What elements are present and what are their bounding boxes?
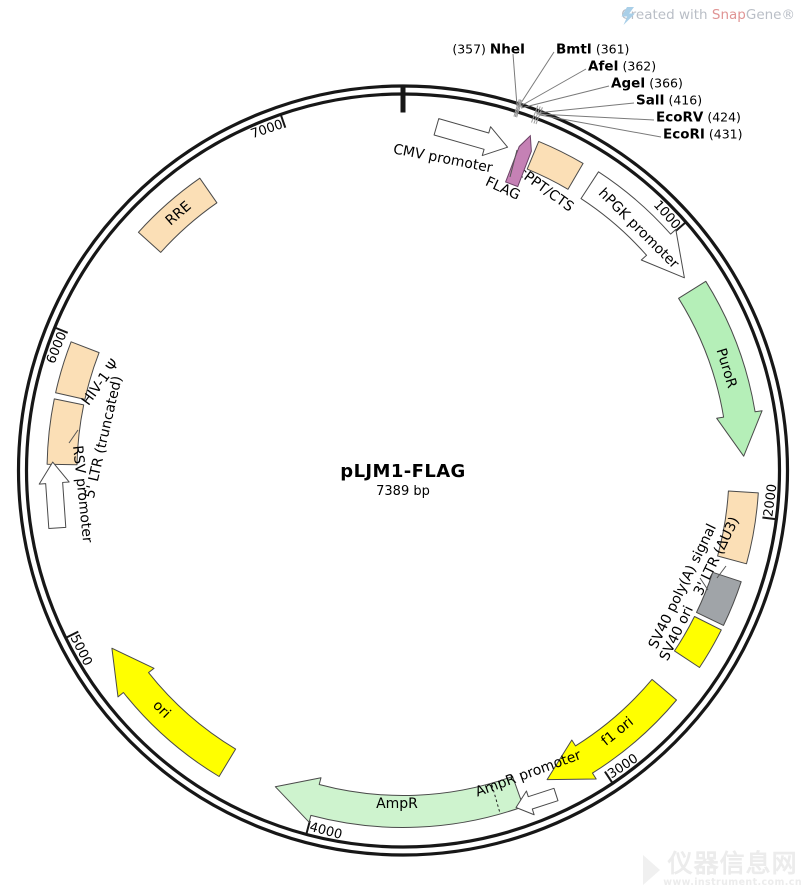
feature-sv40-ori bbox=[674, 616, 722, 668]
site-mark-NheI bbox=[513, 99, 520, 117]
promoter-arrow-rsv-promoter bbox=[38, 461, 70, 530]
site-watermark-icon bbox=[643, 854, 661, 885]
site-mark-EcoRV bbox=[533, 106, 541, 124]
feature-sv40-polya bbox=[696, 571, 742, 626]
feature-puror bbox=[678, 280, 763, 457]
site-leader-BmtI bbox=[518, 51, 555, 107]
feature-hiv1-psi bbox=[55, 341, 100, 400]
plasmid-title-block: pLJM1-FLAG 7389 bp bbox=[250, 461, 556, 499]
watermark-brand-rest: Gene bbox=[745, 7, 782, 23]
label-connector-3 bbox=[716, 565, 727, 579]
site-watermark-line2: www.instrument.com.cn bbox=[663, 877, 802, 888]
site-leader-EcoRV bbox=[537, 113, 655, 121]
site-label-EcoRV: EcoRV (424) bbox=[656, 109, 741, 125]
site-mark-EcoRI bbox=[535, 107, 543, 125]
site-label-BmtI: BmtI (361) bbox=[556, 41, 629, 57]
site-mark-AgeI bbox=[516, 100, 523, 118]
tick-3000 bbox=[604, 771, 614, 784]
promoter-arrow-ampr-promoter bbox=[515, 787, 559, 816]
feature-label-ampr: AmpR bbox=[376, 796, 418, 812]
site-leader-EcoRI bbox=[539, 114, 662, 138]
site-watermark-line1: 仪器信息网 bbox=[667, 849, 798, 878]
site-leader-SalI bbox=[535, 102, 635, 114]
watermark-registered: ® bbox=[781, 7, 796, 23]
site-leader-NheI bbox=[512, 53, 518, 107]
label-connector-0 bbox=[509, 149, 518, 178]
feature-ori bbox=[111, 647, 237, 777]
feature-rre bbox=[137, 177, 218, 253]
feature-f1-ori bbox=[546, 678, 677, 781]
tick-7000 bbox=[279, 114, 287, 129]
label-connector-2 bbox=[699, 577, 709, 591]
site-label-AfeI: AfeI (362) bbox=[588, 58, 656, 74]
site-mark-AfeI bbox=[514, 99, 522, 118]
promoter-arrow-cmv-promoter bbox=[433, 118, 509, 157]
tick-label-2000: 2000 bbox=[761, 483, 780, 518]
site-label-EcoRI: EcoRI (431) bbox=[663, 126, 743, 142]
site-label-NheI: (357) NheI bbox=[452, 41, 525, 57]
watermark-text: Created with SnapGene® bbox=[621, 7, 795, 23]
label-connector-1 bbox=[68, 429, 79, 444]
tick-1000 bbox=[674, 221, 687, 233]
snapgene-logo-icon bbox=[621, 7, 636, 25]
tick-2000 bbox=[762, 516, 777, 521]
tick-6000 bbox=[54, 326, 69, 334]
snapgene-watermark: Created with SnapGene® bbox=[621, 7, 795, 25]
site-label-SalI: SalI (416) bbox=[636, 92, 702, 108]
tick-5000 bbox=[65, 630, 79, 639]
feature-ltr5-trunc bbox=[46, 398, 85, 466]
plasmid-size: 7389 bp bbox=[376, 484, 430, 499]
site-label-AgeI: AgeI (366) bbox=[611, 75, 683, 91]
plasmid-name: pLJM1-FLAG bbox=[340, 461, 466, 482]
feature-cppt-cts bbox=[526, 140, 584, 190]
watermark-brand-accent: Snap bbox=[711, 7, 746, 23]
marker-flag bbox=[504, 134, 532, 188]
site-leader-AgeI bbox=[520, 85, 610, 109]
tick-label-7000: 7000 bbox=[249, 117, 285, 142]
feature-ltr3-du3 bbox=[717, 490, 759, 565]
watermark-prefix: Created with bbox=[621, 7, 712, 23]
site-mark-SalI bbox=[531, 105, 539, 123]
site-leader-AfeI bbox=[518, 68, 587, 108]
tick-4000 bbox=[305, 820, 311, 835]
feature-ampr bbox=[274, 776, 524, 828]
feature-hpgk-promoter bbox=[580, 171, 685, 279]
site-watermark: 仪器信息网 www.instrument.com.cn bbox=[643, 851, 802, 888]
